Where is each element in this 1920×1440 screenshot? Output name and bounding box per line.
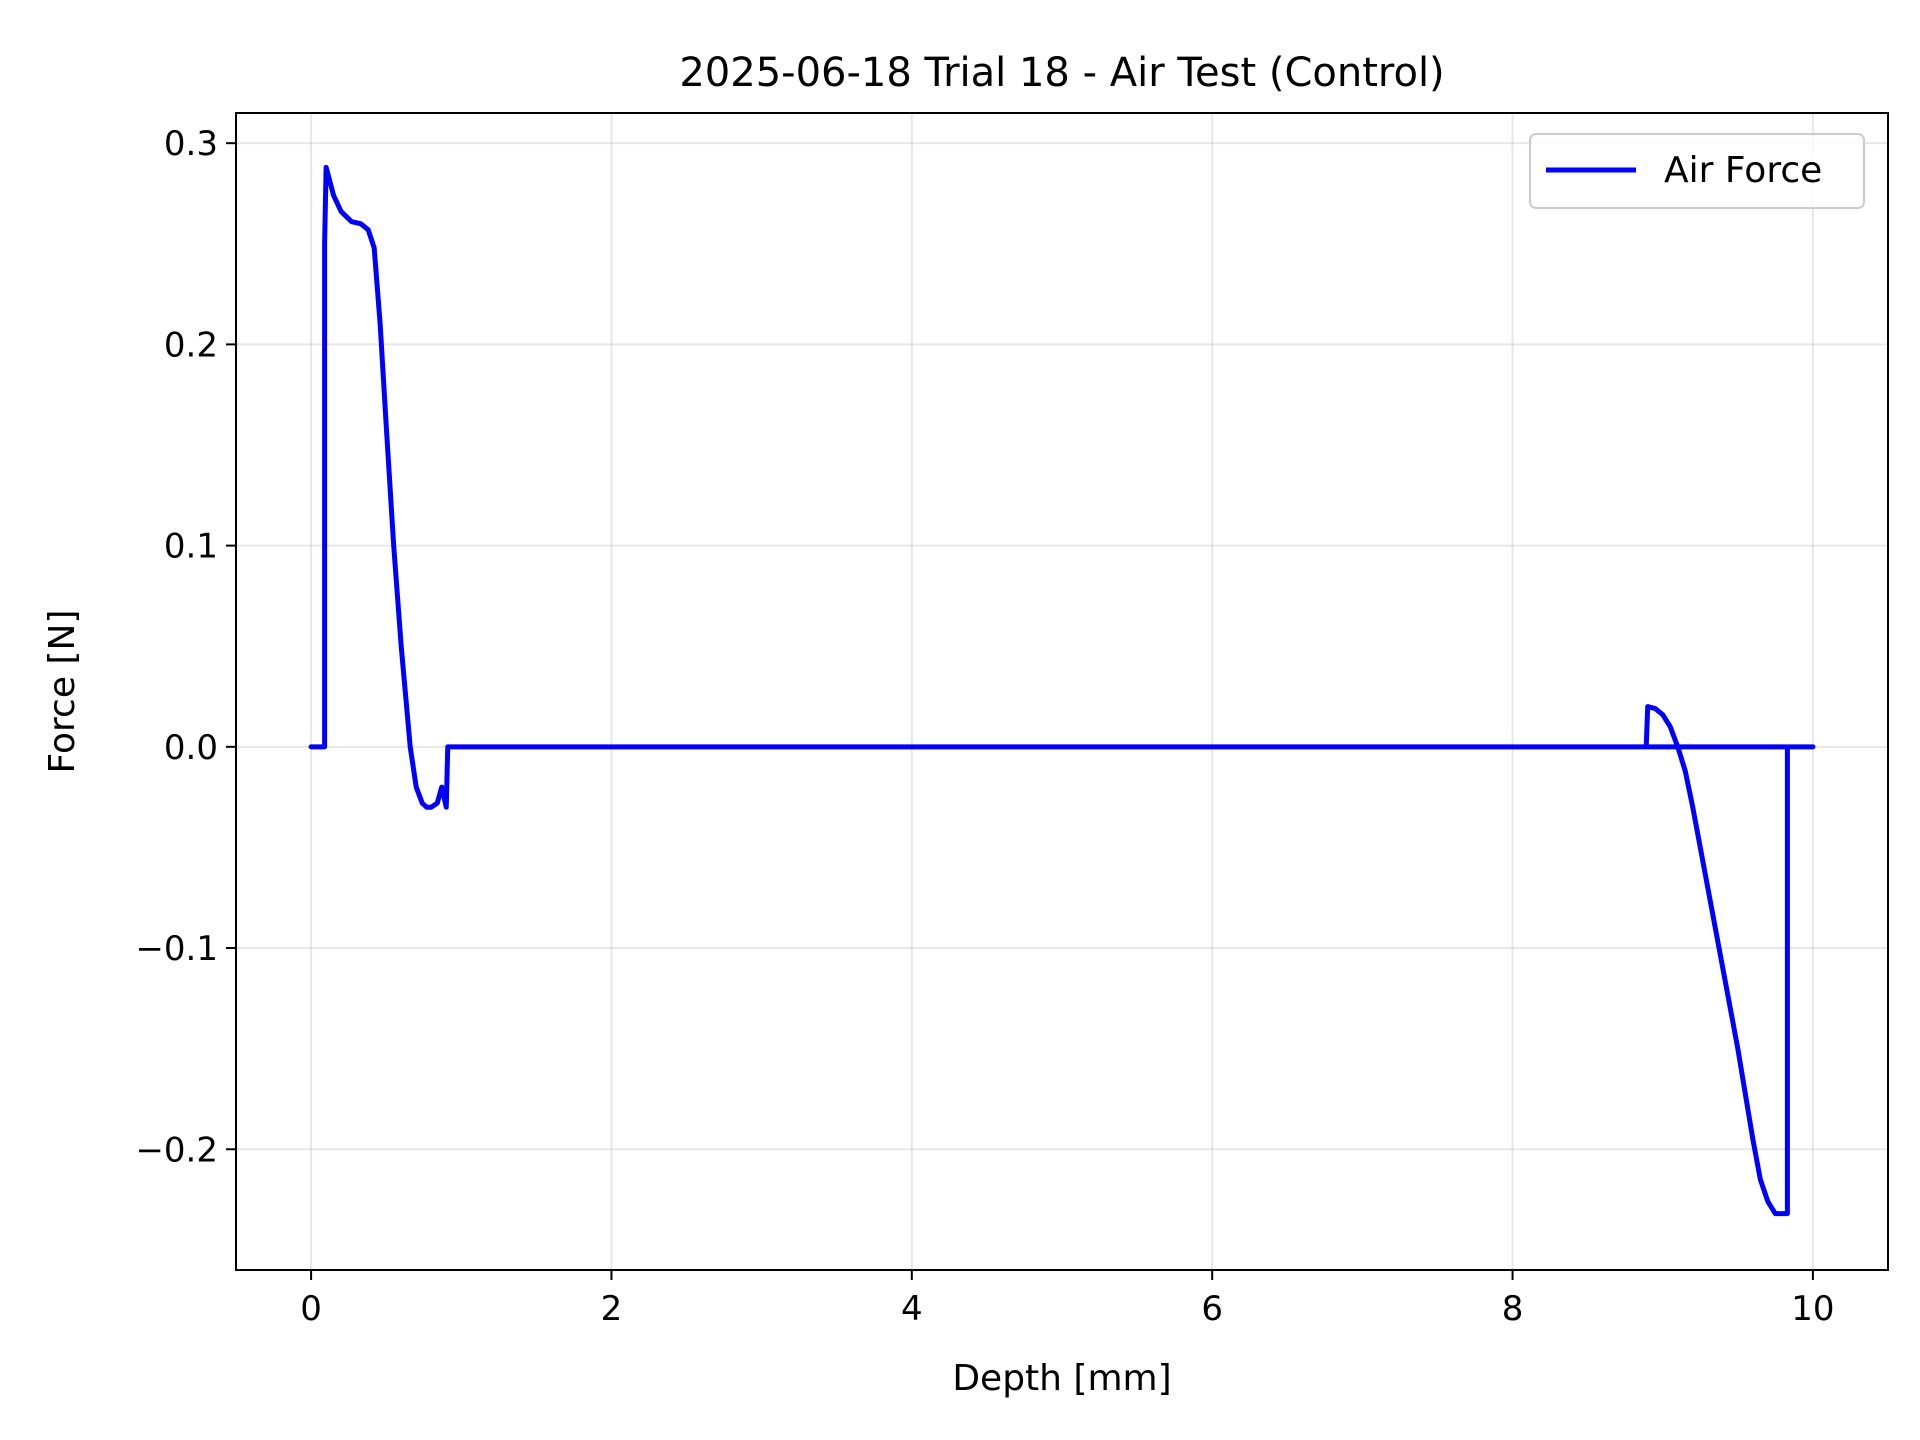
- y-tick-label: 0.2: [164, 325, 218, 365]
- y-tick-label: 0.3: [164, 124, 218, 164]
- y-axis-label: Force [N]: [42, 610, 83, 774]
- y-tick-label: −0.2: [135, 1130, 218, 1170]
- series-layer: [308, 164, 1816, 1217]
- x-tick-label: 6: [1201, 1289, 1223, 1329]
- x-tick-label: 4: [901, 1289, 923, 1329]
- legend-box: [1529, 133, 1865, 209]
- y-tick-label: 0.0: [164, 728, 218, 768]
- x-axis-ticks: 0 2 4 6 8 10: [300, 1270, 1835, 1329]
- x-tick-label: 2: [601, 1289, 623, 1329]
- legend: Air Force: [1529, 133, 1865, 209]
- x-tick-label: 0: [300, 1289, 322, 1329]
- x-axis-label: Depth [mm]: [952, 1358, 1171, 1399]
- y-tick-label: −0.1: [135, 929, 218, 969]
- legend-label-air-force: Air Force: [1664, 150, 1822, 191]
- x-tick-label: 10: [1791, 1289, 1834, 1329]
- plot-frame: [235, 112, 1889, 1271]
- y-axis-ticks: 0.3 0.2 0.1 0.0 −0.1 −0.2: [135, 124, 236, 1170]
- series-line-air-force: [308, 164, 1816, 1217]
- y-tick-label: 0.1: [164, 527, 218, 567]
- x-tick-label: 8: [1502, 1289, 1524, 1329]
- chart-title: 2025-06-18 Trial 18 - Air Test (Control): [679, 50, 1444, 96]
